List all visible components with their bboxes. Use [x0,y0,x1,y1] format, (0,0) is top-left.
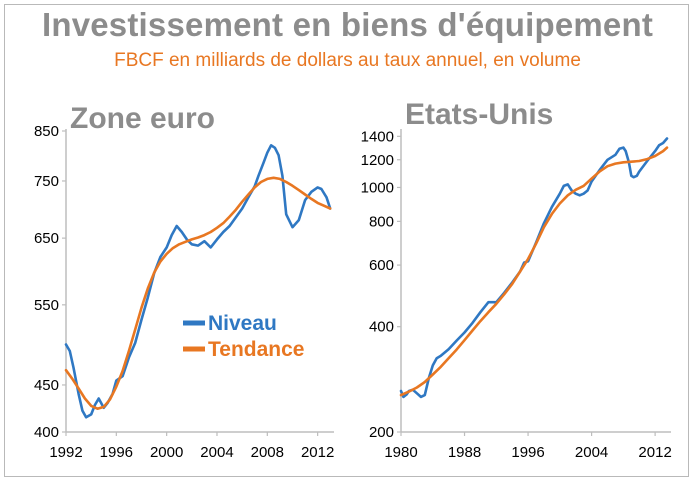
zone-euro-series-niveau [64,144,332,419]
zone-euro-x-tick-label: 2008 [251,444,284,461]
legend-label-niveau: Niveau [208,312,277,335]
zone-euro-panel-title: Zone euro [70,102,215,135]
zone-euro-y-tick-label: 850 [34,123,59,140]
etats-unis-y-tick-label: 200 [369,424,394,441]
zone-euro-x-tick-label: 2004 [200,444,233,461]
zone-euro-y-tick-label: 450 [34,377,59,394]
etats-unis-series-tendance [399,146,669,397]
etats-unis-y-tick-label: 600 [369,257,394,274]
etats-unis-y-tick-label: 1400 [361,128,394,145]
chart-title: Investissement en biens d'équipement [41,6,654,43]
zone-euro-y-tick-label: 550 [34,297,59,314]
etats-unis-panel-title: Etats-Unis [405,98,553,131]
etats-unis-y-tick-label: 1200 [361,152,394,169]
zone-euro-y-tick-label: 400 [34,424,59,441]
zone-euro-x-tick-label: 2000 [150,444,183,461]
etats-unis-x-tick-label: 2004 [575,444,608,461]
zone-euro-x-tick-label: 1992 [49,444,82,461]
etats-unis-x-tick-label: 1980 [384,444,417,461]
chart-frame [4,4,689,477]
zone-euro-series-tendance [64,176,332,411]
etats-unis-x-tick-label: 2012 [638,444,671,461]
etats-unis-x-tick-label: 1988 [448,444,481,461]
chart-subtitle: FBCF en milliards de dollars au taux ann… [114,50,581,71]
zone-euro-x-tick-label: 1996 [100,444,133,461]
zone-euro-x-tick-label: 2012 [301,444,334,461]
legend-label-tendance: Tendance [208,338,304,361]
etats-unis-x-tick-label: 1996 [511,444,544,461]
etats-unis-y-tick-label: 400 [369,319,394,336]
etats-unis-y-tick-label: 800 [369,213,394,230]
zone-euro-y-tick-label: 750 [34,173,59,190]
etats-unis-y-tick-label: 1000 [361,179,394,196]
zone-euro-y-tick-label: 650 [34,230,59,247]
etats-unis-series-niveau [399,137,669,399]
